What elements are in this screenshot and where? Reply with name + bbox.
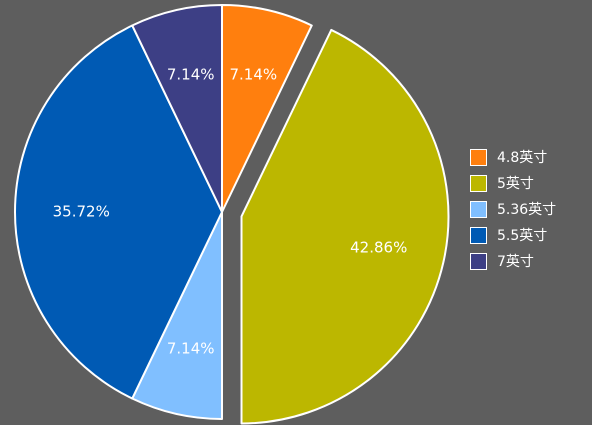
- legend-item-5-inch: 5英寸: [470, 171, 585, 195]
- legend-label: 5英寸: [497, 176, 534, 192]
- legend-item-5-5-inch: 5.5英寸: [470, 223, 585, 247]
- pie-data-label-0: 7.14%: [229, 65, 277, 83]
- legend-item-5-36-inch: 5.36英寸: [470, 197, 585, 221]
- pie-slice-3: [14, 24, 223, 400]
- legend-swatch: [470, 200, 487, 218]
- legend-swatch: [470, 174, 487, 192]
- pie-slice-1: [240, 28, 450, 425]
- legend-item-4-8-inch: 4.8英寸: [470, 145, 585, 169]
- legend-label: 5.36英寸: [497, 202, 557, 218]
- pie-data-label-1: 42.86%: [350, 238, 407, 256]
- legend-swatch: [470, 252, 487, 270]
- pie-slices: [14, 4, 450, 425]
- pie-data-labels: 7.14% 42.86% 7.14% 35.72% 7.14%: [53, 65, 408, 357]
- pie-data-label-2: 7.14%: [167, 340, 215, 358]
- legend-swatch: [470, 226, 487, 244]
- chart-legend: 4.8英寸 5英寸 5.36英寸 5.5英寸 7英寸: [470, 145, 585, 275]
- legend-label: 4.8英寸: [497, 150, 548, 166]
- pie-data-label-3: 35.72%: [53, 203, 110, 221]
- pie-data-label-4: 7.14%: [167, 65, 215, 83]
- legend-swatch: [470, 148, 487, 166]
- legend-label: 7英寸: [497, 254, 534, 270]
- legend-label: 5.5英寸: [497, 228, 548, 244]
- pie-slice-4: [131, 4, 223, 213]
- legend-item-7-inch: 7英寸: [470, 249, 585, 273]
